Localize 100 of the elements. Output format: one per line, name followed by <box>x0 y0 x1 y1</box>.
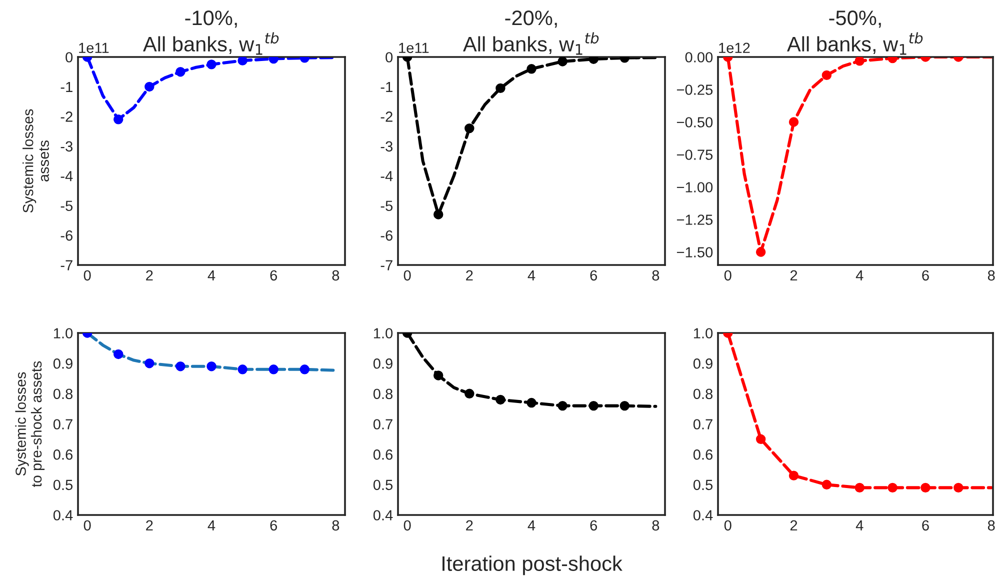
y-tick-label: 0.9 <box>373 358 392 369</box>
x-tick-label: 8 <box>988 270 995 281</box>
point <box>954 482 964 493</box>
point <box>464 388 474 399</box>
x-tick-label: 4 <box>208 270 216 280</box>
y-tick-label: 0 <box>386 52 393 62</box>
y-tick-label: -6 <box>380 230 392 241</box>
x-tick-label: 6 <box>590 520 598 531</box>
x-tick-label: 0 <box>404 520 411 531</box>
x-tick-label: 8 <box>652 270 660 281</box>
point <box>888 482 898 493</box>
x-tick-label: 6 <box>270 520 278 531</box>
x-tick-label: 8 <box>988 520 995 531</box>
y-tick-label: 0.6 <box>373 449 392 460</box>
y-tick-label: -4 <box>380 171 393 182</box>
y-axis-title: Systemic losses assets <box>22 109 49 213</box>
x-axis-title: Iteration post-shock <box>442 556 622 576</box>
point <box>620 400 630 411</box>
y-axis-title: Systemic losses to pre-shock assets <box>15 361 45 487</box>
y-tick-label: -4 <box>60 171 73 182</box>
chart-title: -10%, All banks, w$_{1}$$^{tb}$ <box>143 10 279 55</box>
x-tick-label: 4 <box>856 270 864 280</box>
chart-title: -20%, All banks, w$_{1}$$^{tb}$ <box>463 10 599 55</box>
x-tick-label: 2 <box>466 520 473 530</box>
y-tick-label: 0.8 <box>53 388 73 400</box>
x-tick-label: 0 <box>84 520 91 531</box>
y-tick-label: 0.6 <box>693 449 712 460</box>
y-tick-label: -7 <box>60 260 72 270</box>
point <box>588 400 598 411</box>
y-tick-label: -6 <box>60 230 72 241</box>
text: 1e12 <box>719 42 750 54</box>
point <box>788 117 799 127</box>
y-tick-label: 1.0 <box>694 328 713 338</box>
y-tick-label: 0.9 <box>693 358 712 369</box>
point <box>464 123 474 134</box>
x-tick-label: 0 <box>404 270 411 281</box>
y-tick-label: -1 <box>380 82 392 92</box>
point <box>854 57 864 66</box>
y-tick-label: -2 <box>60 112 72 122</box>
x-tick-label: 2 <box>146 520 153 530</box>
x-tick-label: 6 <box>590 270 598 281</box>
y-tick-label: −1.00 <box>676 182 713 192</box>
x-tick-label: 2 <box>466 270 473 280</box>
y-tick-label: 0 <box>66 52 73 62</box>
point <box>558 400 568 411</box>
x-tick-label: 6 <box>270 270 278 281</box>
text: 1e11 <box>79 42 109 54</box>
point <box>526 398 536 408</box>
y-tick-label: −1.25 <box>676 214 713 225</box>
point <box>526 64 536 74</box>
point <box>496 394 506 405</box>
y-tick-label: -3 <box>60 141 72 152</box>
x-tick-label: 8 <box>332 270 340 281</box>
point <box>788 470 799 480</box>
point <box>756 247 766 257</box>
y-tick-label: −1.50 <box>676 247 713 258</box>
y-tick-label: 0.7 <box>373 419 392 430</box>
x-tick-label: 8 <box>332 520 340 531</box>
point <box>434 370 444 380</box>
point <box>496 83 506 94</box>
y-tick-label: −0.25 <box>676 84 713 95</box>
y-tick-label: 0.9 <box>53 358 72 369</box>
y-tick-label: 0.5 <box>373 480 393 490</box>
y-tick-label: -3 <box>380 141 392 152</box>
y-tick-label: -1 <box>60 82 72 92</box>
y-tick-label: 0.5 <box>53 480 73 490</box>
x-tick-label: 4 <box>856 520 864 530</box>
y-tick-label: 0.00 <box>685 52 713 62</box>
y-tick-label: 0.8 <box>693 388 713 400</box>
y-tick-label: 1.0 <box>54 328 73 338</box>
y-tick-label: 0.7 <box>693 419 712 430</box>
y-tick-label: 0.5 <box>693 480 713 490</box>
y-tick-label: -5 <box>60 200 73 211</box>
x-tick-label: 2 <box>790 520 798 530</box>
x-tick-label: 4 <box>528 520 536 530</box>
x-tick-label: 4 <box>208 520 216 530</box>
chart-title: -50%, All banks, w$_{1}$$^{tb}$ <box>787 10 923 55</box>
x-tick-label: 2 <box>146 270 153 280</box>
point <box>920 482 930 493</box>
y-tick-label: 0.4 <box>373 510 393 520</box>
y-tick-label: 1.0 <box>374 328 393 338</box>
x-tick-label: 2 <box>790 270 798 280</box>
text: 1e11 <box>399 42 429 54</box>
point <box>756 434 766 444</box>
x-tick-label: 6 <box>922 270 929 281</box>
x-tick-label: 0 <box>724 520 732 531</box>
y-tick-label: 0.6 <box>53 449 72 460</box>
y-tick-label: -5 <box>380 200 393 211</box>
point <box>854 482 864 493</box>
y-tick-label: -2 <box>380 112 392 122</box>
y-tick-label: 0.7 <box>53 419 72 430</box>
x-tick-label: 4 <box>528 270 536 280</box>
x-tick-label: 0 <box>84 270 91 281</box>
point <box>822 480 832 490</box>
point <box>434 210 444 220</box>
y-tick-label: -7 <box>380 260 392 270</box>
y-tick-label: 0.8 <box>373 388 393 400</box>
x-tick-label: 0 <box>724 270 732 281</box>
x-tick-label: 8 <box>652 520 660 531</box>
y-tick-label: 0.4 <box>693 510 713 520</box>
